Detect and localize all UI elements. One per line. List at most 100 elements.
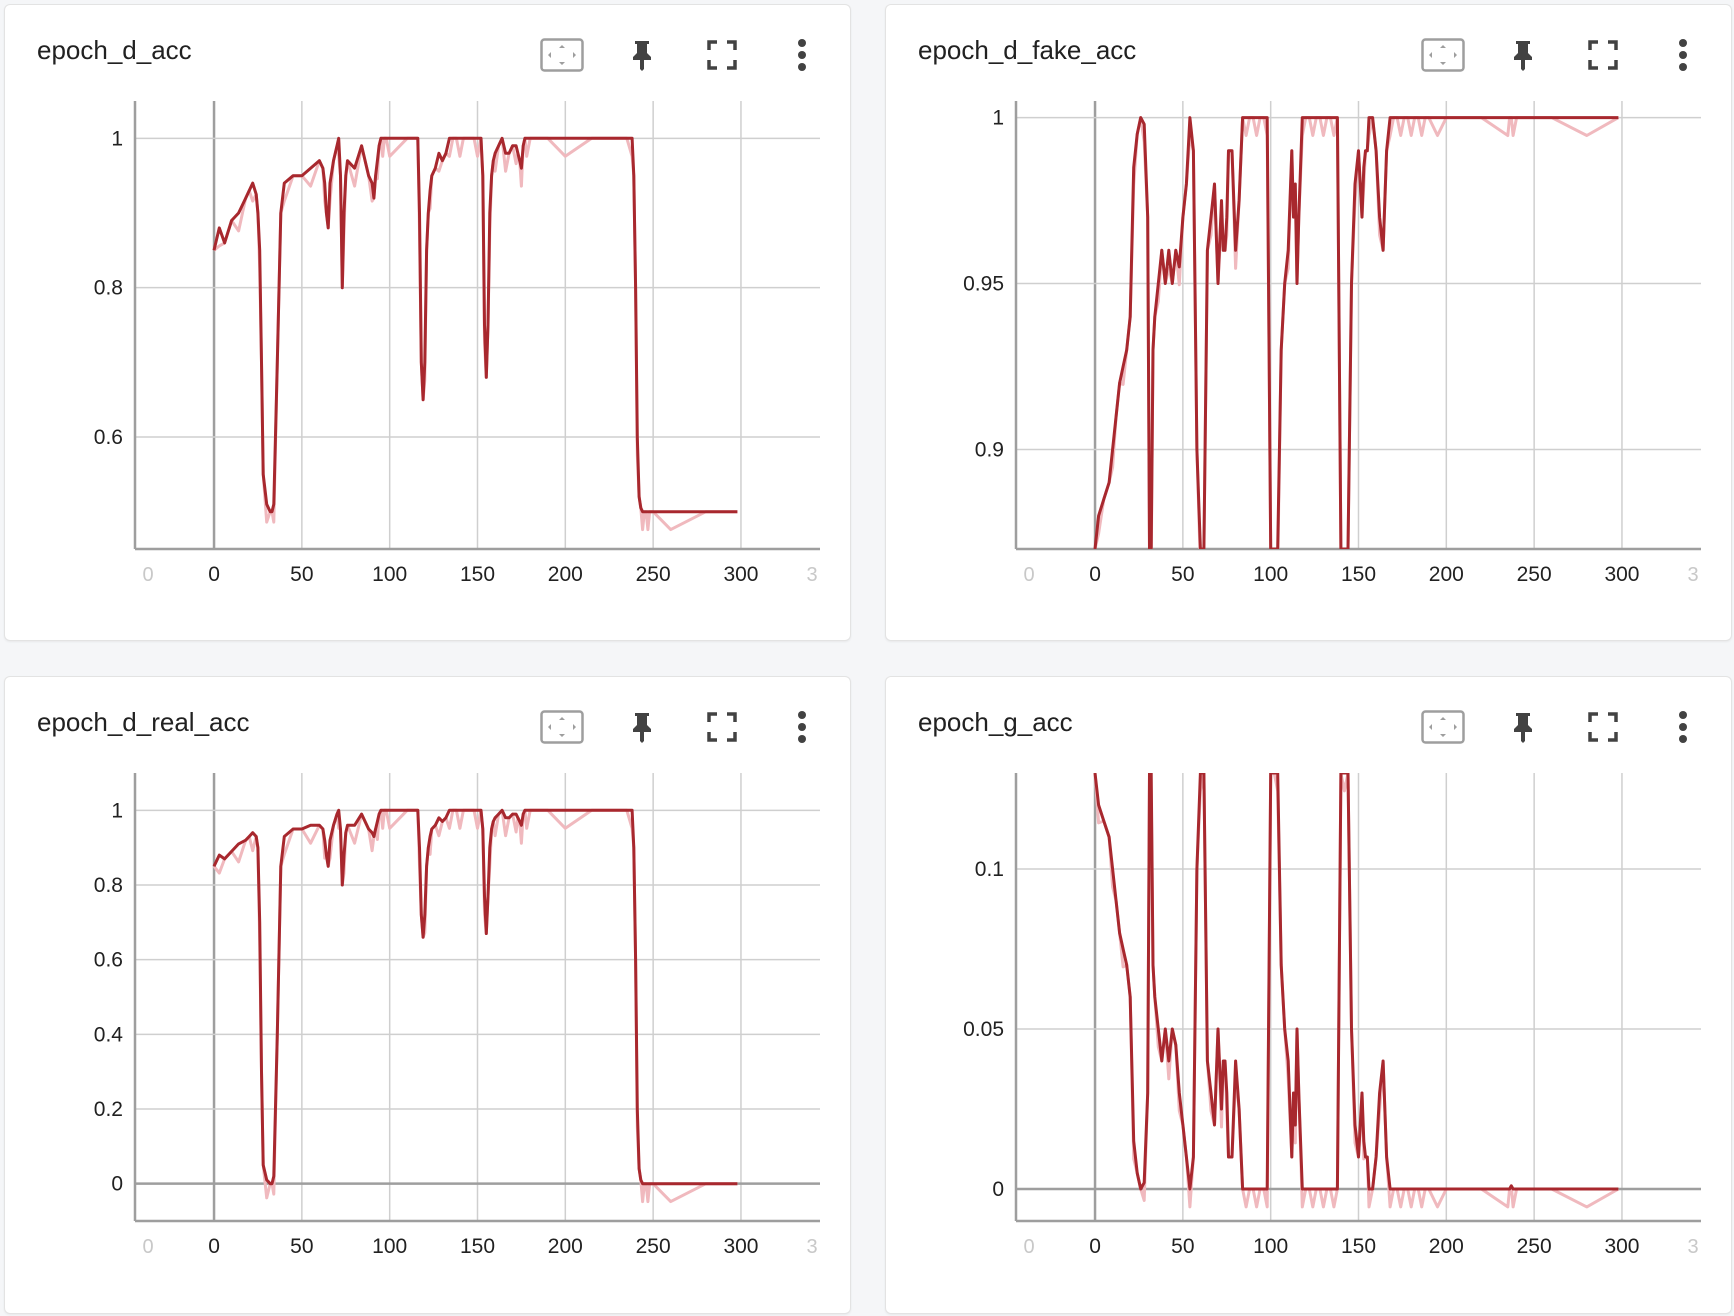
pin-icon (629, 39, 655, 71)
fullscreen-button[interactable] (700, 33, 744, 77)
x-tick-label: 300 (723, 1235, 758, 1258)
more-vert-icon (1678, 710, 1688, 744)
chart-card-epoch-d-fake-acc: epoch_d_fake_acc 0 50 100 150 200 250 300 0 3 0.9… (885, 4, 1732, 641)
more-vert-button[interactable] (780, 705, 824, 749)
fullscreen-icon (707, 40, 737, 70)
x-tick-label: 50 (1171, 1235, 1194, 1258)
x-tick-label: 300 (1604, 1235, 1639, 1258)
x-edge-tick-label: 0 (1023, 1236, 1034, 1258)
x-tick-label: 0 (1089, 563, 1101, 586)
y-tick-label: 0 (992, 1178, 1004, 1201)
card-title: epoch_d_real_acc (37, 707, 250, 737)
more-vert-button[interactable] (1661, 705, 1705, 749)
more-vert-button[interactable] (780, 33, 824, 77)
x-tick-label: 50 (290, 1235, 313, 1258)
pin-button[interactable] (620, 33, 664, 77)
fit-domain-button[interactable] (540, 33, 584, 77)
pin-icon (1510, 39, 1536, 71)
x-tick-label: 150 (1341, 1235, 1376, 1258)
x-tick-label: 150 (460, 1235, 495, 1258)
x-tick-label: 0 (208, 1235, 220, 1258)
x-tick-label: 100 (1253, 563, 1288, 586)
card-title: epoch_d_acc (37, 35, 192, 65)
x-tick-label: 200 (1429, 1235, 1464, 1258)
line-chart: 0 50 100 150 200 250 300 0 3 0.6 0.8 1 (94, 101, 820, 586)
y-tick-label: 0.8 (94, 277, 123, 300)
fit-domain-icon (540, 38, 584, 72)
y-tick-label: 0.9 (975, 438, 1004, 461)
y-tick-label: 0 (111, 1173, 123, 1196)
fullscreen-button[interactable] (1581, 705, 1625, 749)
y-tick-label: 0.6 (94, 949, 123, 972)
fit-domain-icon (1421, 710, 1465, 744)
x-tick-label: 250 (636, 1235, 671, 1258)
chart-card-epoch-d-real-acc: epoch_d_real_acc 0 50 100 150 200 250 300 0 3 0 0.… (4, 676, 851, 1314)
fit-domain-button[interactable] (1421, 705, 1465, 749)
y-tick-label: 0.4 (94, 1023, 124, 1046)
x-edge-tick-label: 0 (142, 564, 153, 586)
line-chart: 0 50 100 150 200 250 300 0 3 0.9 0.95 1 (963, 101, 1701, 586)
x-tick-label: 100 (372, 1235, 407, 1258)
x-tick-label: 0 (1089, 1235, 1101, 1258)
pin-button[interactable] (620, 705, 664, 749)
raw-series-line (212, 808, 738, 1204)
y-tick-label: 0.6 (94, 426, 123, 449)
fullscreen-button[interactable] (1581, 33, 1625, 77)
y-tick-label: 1 (992, 107, 1004, 130)
x-tick-label: 150 (460, 563, 495, 586)
smoothed-series-line (1093, 773, 1619, 1191)
more-vert-button[interactable] (1661, 33, 1705, 77)
x-tick-label: 150 (1341, 563, 1376, 586)
x-edge-tick-label: 0 (1023, 564, 1034, 586)
fit-domain-icon (1421, 38, 1465, 72)
fit-domain-button[interactable] (540, 705, 584, 749)
chart-card-epoch-d-acc: epoch_d_acc 0 50 100 150 200 250 300 0 3 0.6 0.8 1 (4, 4, 851, 641)
y-tick-label: 0.8 (94, 874, 123, 897)
x-tick-label: 100 (372, 563, 407, 586)
x-tick-label: 250 (1517, 563, 1552, 586)
x-tick-label: 100 (1253, 1235, 1288, 1258)
fullscreen-icon (1588, 40, 1618, 70)
y-tick-label: 0.05 (963, 1018, 1004, 1041)
fit-domain-button[interactable] (1421, 33, 1465, 77)
fullscreen-icon (707, 712, 737, 742)
pin-icon (1510, 711, 1536, 743)
fit-domain-icon (540, 710, 584, 744)
pin-icon (629, 711, 655, 743)
smoothed-series-line (212, 808, 738, 1186)
x-tick-label: 50 (1171, 563, 1194, 586)
x-tick-label: 250 (636, 563, 671, 586)
card-title: epoch_d_fake_acc (918, 35, 1137, 65)
smoothed-series-line (212, 136, 738, 514)
more-vert-icon (797, 38, 807, 72)
y-tick-label: 0.2 (94, 1098, 123, 1121)
card-title: epoch_g_acc (918, 707, 1073, 737)
more-vert-icon (1678, 38, 1688, 72)
x-tick-label: 300 (723, 563, 758, 586)
x-tick-label: 200 (1429, 563, 1464, 586)
raw-series-line (213, 136, 738, 532)
fullscreen-button[interactable] (700, 705, 744, 749)
x-tick-label: 300 (1604, 563, 1639, 586)
x-tick-label: 50 (290, 563, 313, 586)
x-tick-label: 200 (548, 563, 583, 586)
x-tick-label: 200 (548, 1235, 583, 1258)
raw-series-line (1093, 116, 1620, 549)
more-vert-icon (797, 710, 807, 744)
x-tick-label: 250 (1517, 1235, 1552, 1258)
x-tick-label: 0 (208, 563, 220, 586)
x-edge-tick-label: 3 (806, 564, 817, 586)
pin-button[interactable] (1501, 705, 1545, 749)
y-tick-label: 0.1 (975, 858, 1004, 881)
x-edge-tick-label: 3 (1687, 564, 1698, 586)
x-edge-tick-label: 3 (806, 1236, 817, 1258)
y-tick-label: 0.95 (963, 273, 1004, 296)
line-chart: 0 50 100 150 200 250 300 0 3 0 0.2 0.4 0.6 0.8 1 (94, 773, 820, 1258)
chart-card-epoch-g-acc: epoch_g_acc 0 50 100 150 200 250 300 0 3 0 0.05 0.1 (885, 676, 1732, 1314)
x-edge-tick-label: 0 (142, 1236, 153, 1258)
line-chart: 0 50 100 150 200 250 300 0 3 0 0.05 0.1 (963, 773, 1701, 1258)
y-tick-label: 1 (111, 799, 123, 822)
fullscreen-icon (1588, 712, 1618, 742)
smoothed-series-line (1093, 116, 1619, 549)
pin-button[interactable] (1501, 33, 1545, 77)
